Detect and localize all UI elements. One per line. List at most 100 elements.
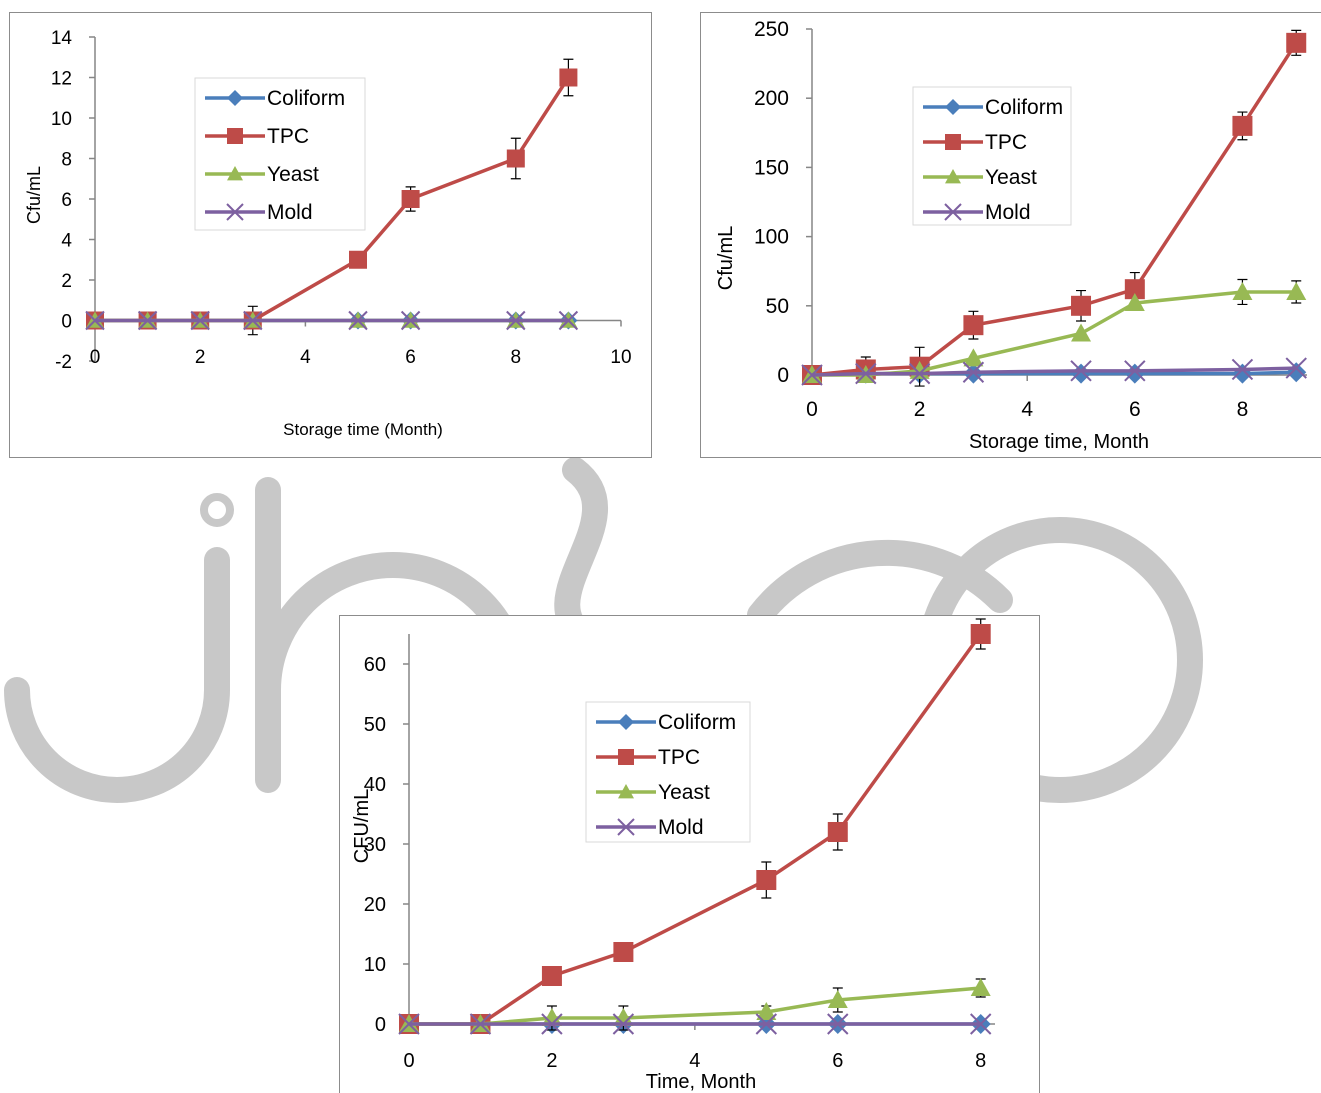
data-point-yeast bbox=[541, 1008, 562, 1026]
legend-label: Mold bbox=[985, 201, 1031, 224]
data-point-mold bbox=[1285, 357, 1307, 379]
data-point-tpc bbox=[756, 870, 777, 890]
x-axis-label: Storage time, Month bbox=[969, 431, 1149, 453]
y-tick-label: 60 bbox=[364, 654, 386, 676]
data-point-mold bbox=[969, 1013, 992, 1035]
data-point-tpc bbox=[963, 315, 984, 336]
legend-box bbox=[912, 86, 1072, 226]
data-point-yeast bbox=[1286, 281, 1307, 300]
chart-1-axes: -2 0 2 4 6 8 10 12 14 0 2 4 6 8 10 Cfu/mL Storage time (… bbox=[24, 28, 632, 439]
x-tick-label: 8 bbox=[975, 1050, 986, 1072]
data-point-yeast bbox=[613, 1008, 634, 1026]
data-point-mold bbox=[85, 310, 105, 331]
series-line-mold bbox=[811, 366, 1297, 377]
data-point-coliform bbox=[1071, 363, 1092, 384]
x-tick-label: 2 bbox=[195, 347, 206, 368]
data-point-mold bbox=[400, 310, 421, 331]
legend-label: TPC bbox=[985, 131, 1027, 154]
data-point-mold bbox=[398, 1013, 420, 1035]
data-point-mold bbox=[612, 1013, 635, 1035]
data-point-tpc bbox=[541, 966, 562, 986]
y-axis-label: CFU/mL bbox=[351, 789, 373, 863]
data-point-yeast bbox=[1124, 293, 1145, 312]
legend-marker-yeast bbox=[945, 169, 961, 184]
y-tick-label: 2 bbox=[61, 271, 72, 292]
data-point-mold bbox=[1231, 358, 1254, 381]
x-tick-label: 0 bbox=[90, 347, 101, 368]
x-tick-label: 6 bbox=[832, 1050, 843, 1072]
x-tick-label: 0 bbox=[806, 398, 818, 421]
series-mold bbox=[85, 310, 579, 331]
x-tick-label: 0 bbox=[403, 1050, 414, 1072]
data-point-yeast bbox=[756, 1002, 777, 1020]
data-point-coliform bbox=[1124, 363, 1145, 384]
legend-marker-mold bbox=[226, 203, 244, 221]
y-tick-label: 150 bbox=[754, 156, 789, 179]
y-tick-label: 50 bbox=[766, 295, 789, 318]
legend-label: TPC bbox=[267, 125, 309, 148]
watermark-dot bbox=[200, 493, 234, 527]
x-tick-label: 10 bbox=[610, 347, 631, 368]
data-point-mold bbox=[1124, 360, 1146, 382]
data-point-tpc bbox=[1071, 295, 1092, 316]
legend-label: Yeast bbox=[267, 163, 319, 186]
data-point-mold bbox=[962, 361, 985, 383]
x-axis-label: Storage time (Month) bbox=[283, 420, 443, 439]
x-tick-label: 6 bbox=[405, 347, 416, 368]
legend-label: Coliform bbox=[267, 87, 345, 110]
legend-label: Mold bbox=[267, 201, 313, 224]
chart-2-svg: 0 50 100 150 200 250 0 2 4 6 8 Cfu/mL Storage time, … bbox=[715, 18, 1307, 453]
x-tick-label: 4 bbox=[689, 1050, 700, 1072]
y-tick-label: 50 bbox=[364, 714, 386, 736]
data-point-mold bbox=[506, 310, 526, 331]
data-point-tpc bbox=[613, 942, 634, 962]
data-point-mold bbox=[243, 310, 263, 331]
data-point-tpc bbox=[401, 190, 420, 208]
y-tick-label: 8 bbox=[61, 150, 72, 171]
y-tick-label: 200 bbox=[754, 87, 789, 110]
chart-1-legend: Coliform TPC Yeast Mold bbox=[194, 77, 366, 231]
data-point-mold bbox=[908, 362, 931, 385]
data-point-tpc bbox=[827, 822, 848, 842]
data-point-tpc bbox=[349, 250, 367, 269]
y-tick-label: 6 bbox=[61, 190, 72, 211]
x-tick-label: 2 bbox=[914, 398, 926, 421]
y-tick-label: 250 bbox=[754, 18, 789, 41]
series-tpc bbox=[802, 29, 1307, 387]
legend-marker-yeast bbox=[618, 784, 634, 799]
series-mold bbox=[398, 1013, 992, 1035]
legend-marker-mold bbox=[617, 818, 635, 836]
y-tick-label: 0 bbox=[61, 312, 72, 333]
data-point-yeast bbox=[827, 990, 848, 1008]
data-point-yeast bbox=[1232, 281, 1253, 300]
legend-label: Coliform bbox=[658, 711, 736, 734]
data-point-mold bbox=[469, 1013, 492, 1035]
data-point-tpc bbox=[1232, 115, 1253, 136]
chart-3-svg: 0 10 20 30 40 50 60 0 2 4 6 8 CFU/mL Time, Month Colif… bbox=[351, 618, 995, 1093]
chart-2-legend: Coliform TPC Yeast Mold bbox=[912, 86, 1072, 226]
data-point-coliform bbox=[1232, 363, 1253, 384]
watermark-arc bbox=[747, 539, 1013, 628]
y-tick-label: 40 bbox=[364, 774, 386, 796]
x-tick-label: 8 bbox=[511, 347, 522, 368]
data-point-tpc bbox=[970, 624, 991, 644]
x-tick-label: 2 bbox=[546, 1050, 557, 1072]
x-tick-label: 8 bbox=[1237, 398, 1249, 421]
watermark-stroke-j bbox=[4, 547, 230, 803]
y-tick-label: 0 bbox=[777, 364, 789, 387]
chart-panel-1: -2 0 2 4 6 8 10 12 14 0 2 4 6 8 10 Cfu/mL Storage time (… bbox=[9, 12, 652, 458]
chart-1-svg: -2 0 2 4 6 8 10 12 14 0 2 4 6 8 10 Cfu/mL Storage time (… bbox=[24, 28, 632, 439]
legend-marker-coliform bbox=[945, 99, 961, 115]
data-point-mold bbox=[755, 1013, 778, 1035]
legend-box bbox=[194, 77, 366, 231]
y-tick-label: 4 bbox=[61, 231, 72, 252]
x-axis-label: Time, Month bbox=[646, 1071, 756, 1093]
chart-2-axes: 0 50 100 150 200 250 0 2 4 6 8 Cfu/mL Storage time, … bbox=[715, 18, 1307, 453]
data-point-tpc bbox=[1124, 279, 1145, 300]
chart-panel-2: 0 50 100 150 200 250 0 2 4 6 8 Cfu/mL Storage time, … bbox=[700, 12, 1321, 458]
series-line-yeast bbox=[409, 986, 981, 1026]
y-tick-label: 100 bbox=[754, 226, 789, 249]
data-point-tpc bbox=[506, 149, 525, 168]
data-point-tpc bbox=[1286, 32, 1307, 53]
legend-label: Coliform bbox=[985, 96, 1063, 119]
